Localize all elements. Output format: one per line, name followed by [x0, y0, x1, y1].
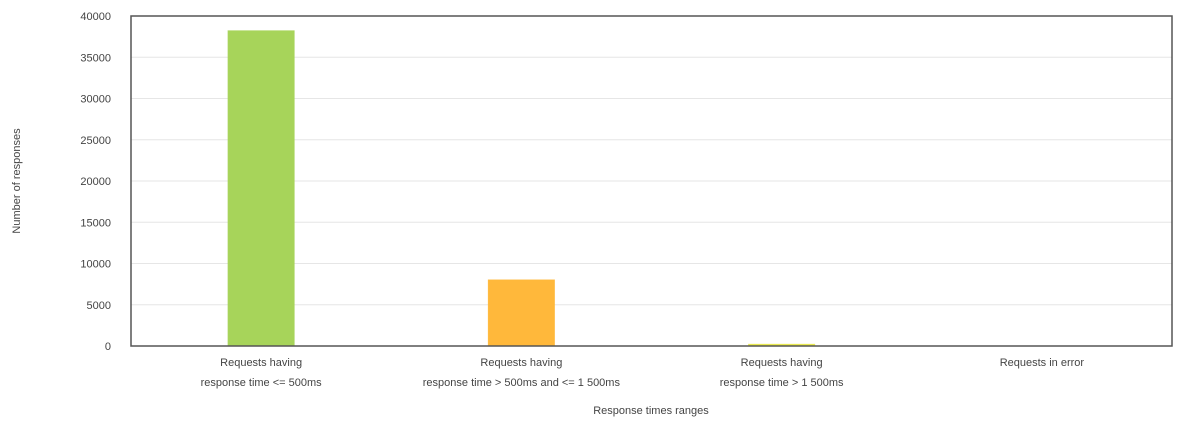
y-tick-label: 10000 — [80, 259, 111, 271]
y-tick-label: 35000 — [80, 52, 111, 64]
y-tick-label: 40000 — [80, 11, 111, 23]
bar-1[interactable] — [227, 30, 295, 347]
y-tick-label: 0 — [105, 341, 111, 353]
x-category-label: response time > 1 500ms — [720, 377, 844, 389]
y-tick-label: 5000 — [87, 300, 111, 312]
bar-2[interactable] — [487, 279, 555, 347]
x-axis-title: Response times ranges — [593, 405, 709, 417]
x-axis-categories: Requests having response time <= 500ms Req… — [201, 357, 1085, 389]
x-category-label: response time > 500ms and <= 1 500ms — [423, 377, 621, 389]
y-axis-ticks: 0 5000 10000 15000 20000 25000 30000 35000 40000 — [80, 11, 111, 353]
y-axis-title: Number of responses — [11, 128, 23, 234]
bars — [227, 30, 816, 347]
plot-frame — [130, 15, 1173, 347]
x-category-label: response time <= 500ms — [201, 377, 323, 389]
x-category-label: Requests having — [480, 357, 562, 369]
y-tick-label: 25000 — [80, 135, 111, 147]
y-tick-label: 30000 — [80, 94, 111, 106]
x-category-label: Requests in error — [1000, 357, 1085, 369]
grid-lines — [131, 56, 1172, 306]
y-tick-label: 15000 — [80, 217, 111, 229]
y-tick-label: 20000 — [80, 176, 111, 188]
x-category-label: Requests having — [220, 357, 302, 369]
x-category-label: Requests having — [741, 357, 823, 369]
